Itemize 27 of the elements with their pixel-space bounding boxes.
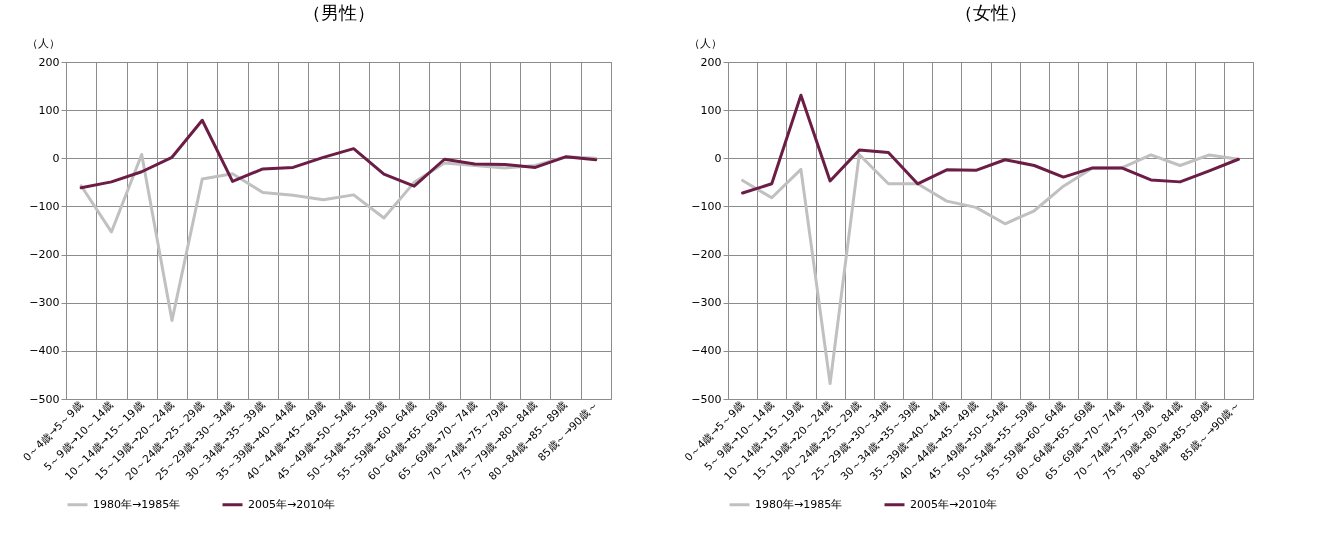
y-tick-label: 0 bbox=[52, 151, 60, 165]
y-tick-label: −400 bbox=[29, 344, 60, 358]
y-tick-label: −200 bbox=[29, 248, 60, 262]
y-axis-title: （人） bbox=[26, 36, 60, 50]
chart-title: （女性） bbox=[954, 2, 1027, 23]
y-tick-label: −500 bbox=[691, 392, 722, 406]
line-series bbox=[79, 118, 598, 190]
y-tick-label: 0 bbox=[714, 151, 722, 165]
legend-label: 2005年→2010年 bbox=[910, 497, 998, 511]
y-tick-label: 200 bbox=[700, 55, 722, 69]
y-axis-title: （人） bbox=[688, 36, 722, 50]
y-tick-label: −200 bbox=[691, 248, 722, 262]
chart-title: （男性） bbox=[302, 2, 375, 23]
line-series bbox=[741, 152, 1240, 386]
legend-label: 1980年→1985年 bbox=[755, 497, 843, 511]
y-tick-label: −300 bbox=[29, 296, 60, 310]
legend-label: 1980年→1985年 bbox=[93, 497, 181, 511]
y-tick-label: 200 bbox=[38, 55, 60, 69]
legend-label: 2005年→2010年 bbox=[248, 497, 336, 511]
y-tick-label: −500 bbox=[29, 392, 60, 406]
y-tick-label: −100 bbox=[691, 199, 722, 213]
y-tick-label: 100 bbox=[38, 103, 60, 117]
y-tick-label: −100 bbox=[29, 199, 60, 213]
y-tick-label: −400 bbox=[691, 344, 722, 358]
line-series bbox=[741, 93, 1240, 195]
y-tick-label: 100 bbox=[700, 103, 722, 117]
y-tick-label: −300 bbox=[691, 296, 722, 310]
